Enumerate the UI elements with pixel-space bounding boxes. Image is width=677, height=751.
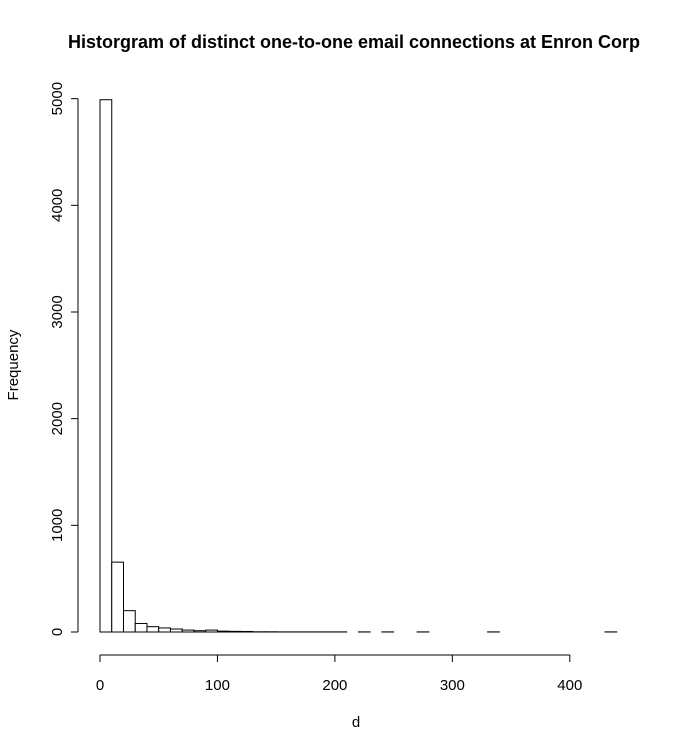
histogram-bar bbox=[181, 629, 195, 633]
x-axis: 0 100 200 300 400 bbox=[96, 654, 582, 694]
histogram-bar bbox=[158, 627, 171, 633]
chart-title: Historgram of distinct one-to-one email … bbox=[68, 32, 640, 52]
x-tick-label: 200 bbox=[322, 677, 347, 694]
y-tick-label: 1000 bbox=[49, 509, 66, 542]
x-axis-label: d bbox=[352, 714, 360, 731]
x-tick-label: 0 bbox=[96, 677, 104, 694]
x-tick-label: 100 bbox=[205, 677, 230, 694]
y-axis-label: Frequency bbox=[5, 329, 22, 400]
histogram-bar bbox=[193, 630, 207, 633]
y-axis: 0 1000 2000 3000 4000 5000 bbox=[49, 82, 79, 636]
histogram-bar bbox=[99, 99, 113, 633]
histogram-bar bbox=[205, 629, 218, 633]
x-tick-label: 300 bbox=[440, 677, 465, 694]
histogram-bar bbox=[228, 630, 242, 633]
histogram-bar bbox=[122, 610, 136, 633]
y-tick-label: 0 bbox=[49, 628, 66, 636]
y-tick-label: 4000 bbox=[49, 189, 66, 222]
y-tick-label: 5000 bbox=[49, 82, 66, 115]
histogram-bar bbox=[111, 561, 124, 633]
y-tick-label: 2000 bbox=[49, 402, 66, 435]
y-tick-label: 3000 bbox=[49, 295, 66, 328]
histogram-bar bbox=[216, 630, 230, 633]
histogram-bar bbox=[134, 622, 148, 633]
x-tick-label: 400 bbox=[557, 677, 582, 694]
histogram-bar bbox=[146, 626, 160, 633]
histogram-bar bbox=[169, 628, 183, 633]
histogram-bars bbox=[99, 99, 618, 633]
histogram-bar bbox=[240, 630, 254, 633]
